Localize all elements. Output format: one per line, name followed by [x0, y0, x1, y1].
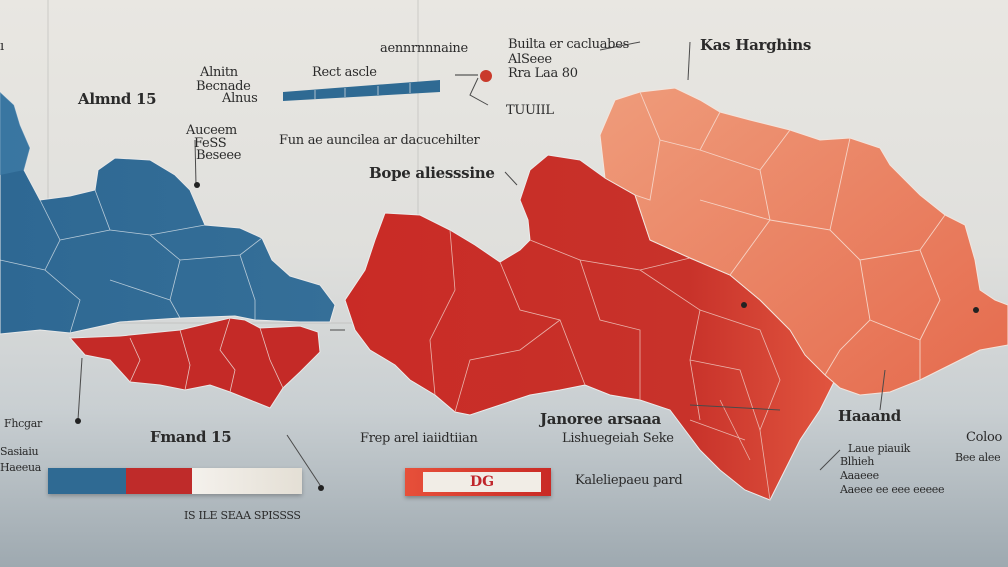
map-label: Fmand 15	[150, 428, 232, 446]
legend-swatch-red	[126, 468, 192, 494]
map-label: Haeeua	[0, 461, 42, 474]
map-label: TUUIIL	[506, 103, 554, 118]
color-legend	[48, 468, 302, 494]
map-label: Haaand	[838, 407, 901, 425]
red-west-borders	[129, 317, 284, 393]
leader-lines	[77, 41, 886, 486]
map-label: aennrnnnaine	[380, 41, 468, 56]
map-label: Janoree arsaaa	[540, 410, 661, 428]
scale-bar	[283, 80, 440, 101]
blue-light-region	[0, 92, 30, 175]
salmon-borders	[634, 91, 946, 380]
map-label: Kaleliepaeu pard	[575, 473, 683, 488]
legend-swatch-light	[192, 468, 302, 494]
red-central-borders	[429, 229, 781, 501]
map-label: Kas Harghins	[700, 36, 812, 54]
legend-swatch-blue	[48, 468, 126, 494]
map-label: Aaeee ee eee eeeee	[840, 483, 945, 496]
map-label: Beseee	[196, 148, 242, 163]
map-label: Sasiaiu	[0, 445, 39, 458]
map-label: Laue piauik	[848, 442, 911, 455]
map-label: Frep arel iaiidtiian	[360, 431, 478, 446]
map-label: Builta er cacluabes	[508, 37, 629, 52]
map-label: FeSS	[194, 136, 227, 151]
salmon-region	[599, 87, 1008, 396]
map-label: Lishuegeiah Seke	[562, 431, 674, 446]
scale-bar-ticks	[314, 83, 411, 99]
map-label: Auceem	[186, 123, 237, 138]
map-label: Rect ascle	[312, 65, 377, 80]
map-label: IS ILE SEAA SPISSSS	[184, 509, 301, 522]
origin-marker-icon	[480, 70, 492, 82]
map-label: Coloo	[966, 430, 1003, 445]
blue-region	[0, 91, 336, 335]
badge-text: DG	[423, 472, 541, 492]
point-marker-icon	[741, 302, 747, 308]
map-label: Bope aliesssine	[369, 164, 495, 182]
map-label: Rra Laa 80	[508, 66, 578, 81]
map-label: Almnd 15	[78, 90, 157, 108]
point-marker-icon	[318, 485, 324, 491]
map-label: Becnade	[196, 79, 251, 94]
point-marker-icon	[194, 182, 200, 188]
map-label: Alnus	[222, 91, 258, 106]
map-label: Bee alee	[955, 451, 1001, 464]
map-label: Alnitn	[200, 65, 238, 80]
map-label: ı	[0, 39, 4, 54]
map-label: Blhieh	[840, 455, 874, 468]
point-marker-icon	[75, 418, 81, 424]
value-badge: DG	[405, 468, 551, 496]
map-label: Fun ae auncilea ar dacucehilter	[279, 133, 480, 148]
map-label: AlSeee	[508, 52, 552, 67]
point-marker-icon	[973, 307, 979, 313]
red-region-west	[68, 317, 321, 409]
map-label: Aaaeee	[840, 469, 879, 482]
map-label: Fhcgar	[4, 417, 42, 430]
blue-borders	[0, 189, 263, 334]
